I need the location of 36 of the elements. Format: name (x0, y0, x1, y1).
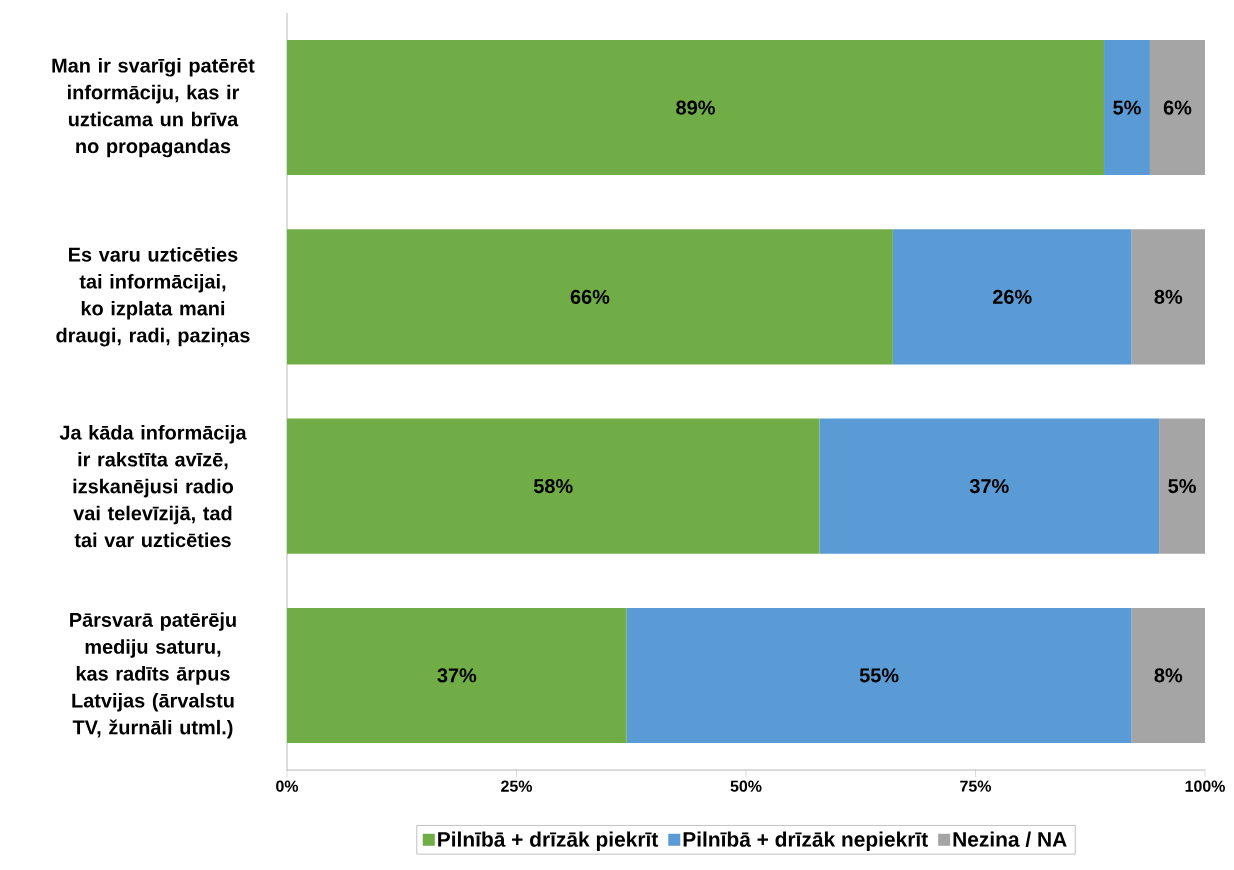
bar (1149, 40, 1206, 176)
y-tick-label: Es varu uzticēties tai informācijai, ko izplata mani draugi, radi, paziņas (56, 247, 250, 347)
y-tick-label: Pārsvarā patērēju mediju saturu, kas radīts ārpus Latvijas (ārvalstu TV, žurnāli utml.) (70, 612, 236, 739)
y-tick-label: Ja kāda informācija ir rakstīta avīzē, izskanējusi radio vai televīzijā, tad tai var uzticēties (59, 425, 247, 548)
legend-label: Pilnībā + drīzāk piekrīt (438, 831, 659, 851)
bar (626, 607, 1132, 743)
legend-label: Pilnībā + drīzāk nepiekrīt (683, 831, 928, 851)
bar (892, 229, 1132, 365)
bar (1104, 40, 1150, 176)
data-label: 37% (437, 668, 477, 683)
bar (287, 229, 893, 365)
bar (287, 40, 1105, 176)
x-tick-label: 25% (501, 780, 533, 792)
data-label: 37% (969, 479, 1009, 494)
y-tick-label: Man ir svarīgi patērēt informāciju, kas ir uzticama un brīva no propagandas (52, 57, 255, 158)
bar (819, 418, 1160, 554)
bar (1131, 229, 1206, 365)
legend-label: Nezina / NA (953, 831, 1067, 848)
data-label: 8% (1154, 668, 1183, 683)
bar (287, 607, 627, 743)
x-tick-label: 100% (1185, 780, 1225, 792)
data-label: 55% (859, 668, 899, 683)
data-label: 8% (1154, 289, 1183, 304)
data-label: 5% (1113, 100, 1141, 115)
data-label: 6% (1163, 100, 1192, 115)
data-label: 58% (533, 479, 573, 494)
bar (1159, 418, 1206, 554)
x-tick-label: 0% (276, 780, 299, 792)
bar (287, 418, 820, 554)
data-label: 66% (570, 289, 610, 304)
data-label: 5% (1168, 479, 1196, 494)
bar (1131, 607, 1206, 743)
x-tick-label: 50% (730, 780, 762, 792)
data-label: 26% (992, 289, 1032, 304)
data-label: 89% (676, 100, 715, 115)
x-tick-label: 75% (960, 780, 992, 792)
